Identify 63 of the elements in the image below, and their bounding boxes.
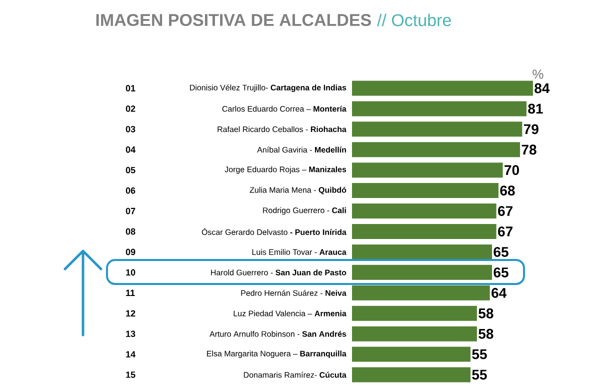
data-label: 68 [500, 186, 515, 196]
y-tick-label: Jorge Eduardo Rojas – Manizales [224, 166, 346, 174]
bar [352, 162, 503, 178]
data-label: 81 [528, 104, 543, 114]
bar [352, 264, 492, 280]
data-label: 55 [472, 349, 487, 360]
bar [352, 101, 526, 116]
bar [352, 367, 470, 382]
y-tick-label: Luz Piedad Valencia – Armenia [234, 310, 346, 316]
text: 10 [126, 269, 136, 276]
data-label: 65 [494, 267, 508, 278]
text: 01 [126, 85, 136, 92]
text: 15 [126, 372, 136, 378]
y-tick-label: Carlos Eduardo Correa – Montería [222, 106, 346, 112]
data-label: 67 [498, 226, 512, 236]
bar [352, 285, 490, 300]
bar [352, 244, 492, 260]
y-tick-label: Pedro Hernán Suárez - Neiva [241, 290, 346, 296]
data-label: 58 [478, 328, 494, 339]
y-tick-label: Aníbal Gaviria - Medellín [257, 146, 346, 153]
y-tick-label: Elsa Margarita Noguera – Barranquilla [207, 350, 346, 358]
bar [352, 80, 533, 96]
text: 08 [126, 228, 136, 235]
data-label: 84 [534, 83, 550, 94]
text: 06 [126, 187, 136, 194]
text: 03 [126, 126, 136, 132]
bar [352, 142, 520, 158]
y-tick-label: Harold Guerrero - San Juan de Pasto [211, 269, 346, 276]
bar [352, 183, 498, 198]
text: 04 [126, 146, 136, 153]
y-tick-label: Luis Emilio Tovar - Arauca [252, 249, 346, 255]
data-label: 58 [478, 308, 494, 318]
chart-title: IMAGEN POSITIVA DE ALCALDES [96, 14, 371, 26]
text: 13 [126, 330, 136, 338]
data-label: 67 [498, 206, 512, 216]
data-label: 79 [524, 124, 538, 134]
bar [352, 122, 522, 137]
data-label: 55 [472, 370, 487, 380]
bar [352, 204, 496, 219]
bar [352, 346, 470, 362]
y-tick-label: Rafael Ricardo Ceballos - Riohacha [218, 126, 346, 132]
bar [352, 224, 496, 239]
text: 07 [126, 208, 136, 214]
y-tick-label: Rodrigo Guerrero - Cali [263, 207, 346, 215]
chart-subtitle: // Octubre [377, 14, 451, 26]
bar [352, 306, 477, 321]
text: 12 [126, 310, 136, 316]
text: 11 [126, 290, 135, 296]
x-axis-title: % [532, 70, 544, 79]
y-tick-label: Óscar Gerardo Delvasto - Puerto Inírida [202, 228, 346, 235]
text: 14 [126, 351, 136, 358]
text: 02 [126, 106, 136, 112]
data-label: 65 [494, 246, 508, 257]
data-label: 70 [504, 165, 519, 176]
data-label: 78 [522, 144, 536, 155]
text: 05 [126, 166, 136, 174]
data-label: 64 [492, 288, 507, 298]
y-tick-label: Arturo Arnulfo Robinson - San Andrés [210, 330, 346, 337]
y-tick-label: Zulia Maria Mena - Quibdó [250, 186, 346, 194]
bar [352, 326, 477, 342]
y-tick-label: Dionisio Vélez Trujillo- Cartagena de Indias [190, 84, 346, 92]
y-tick-label: Donamaris Ramírez- Cúcuta [244, 372, 346, 378]
text: 09 [126, 248, 136, 256]
